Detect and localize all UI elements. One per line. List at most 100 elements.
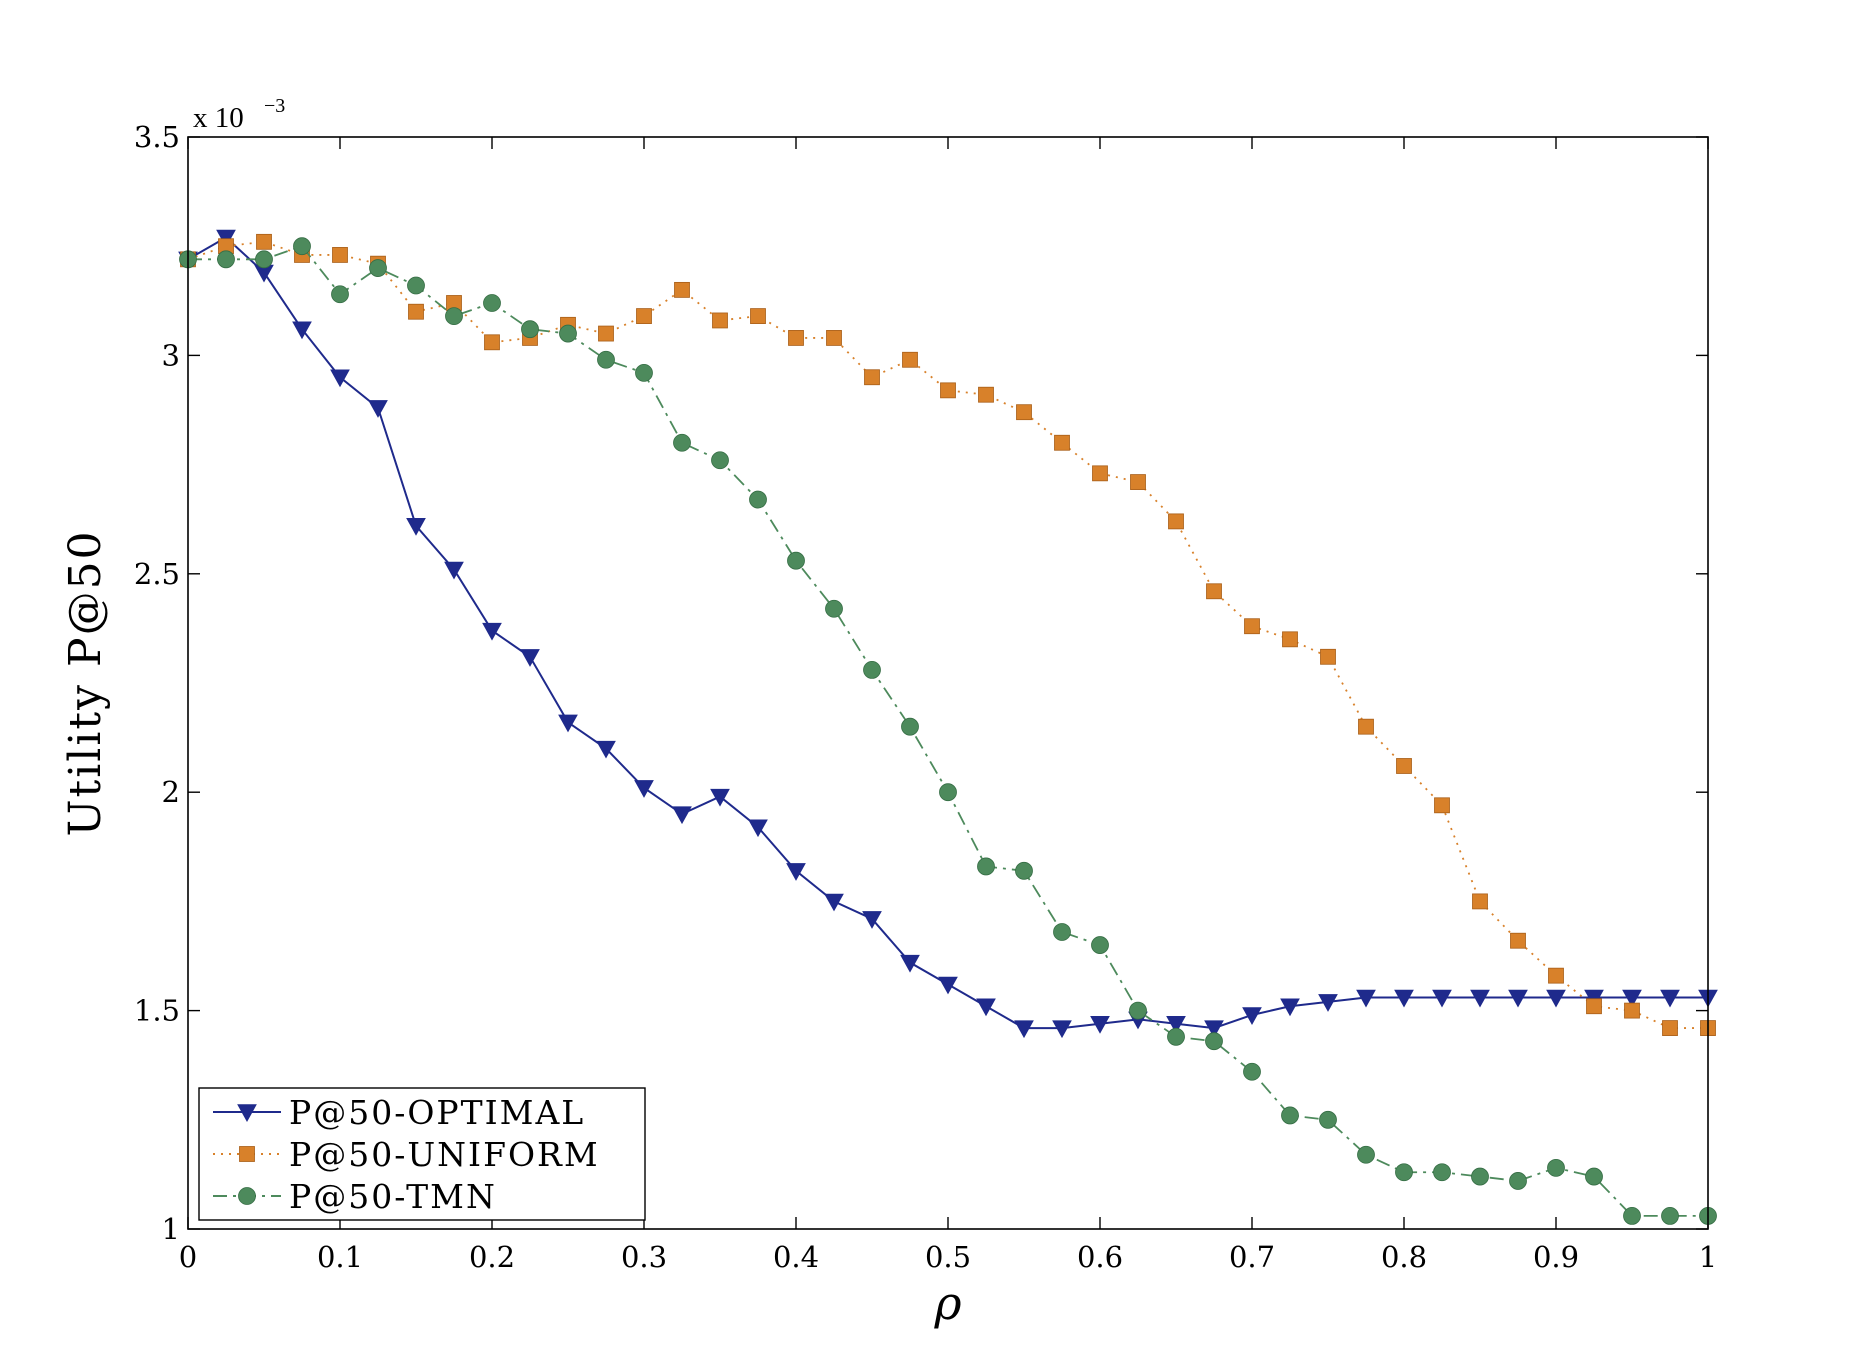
data-point bbox=[484, 334, 500, 351]
data-point bbox=[1661, 1206, 1679, 1225]
legend-box bbox=[198, 1087, 646, 1221]
series-line bbox=[187, 240, 1708, 1029]
x-tick-label: 0.7 bbox=[1229, 1240, 1275, 1274]
x-tick-label: 0.8 bbox=[1381, 1240, 1427, 1274]
data-point bbox=[976, 998, 996, 1017]
data-point bbox=[826, 330, 842, 346]
data-point bbox=[558, 714, 578, 733]
data-point bbox=[902, 351, 918, 368]
data-point bbox=[368, 400, 388, 418]
data-point bbox=[1243, 1062, 1261, 1081]
x-tick-label: 0.1 bbox=[317, 1240, 363, 1274]
data-point bbox=[1167, 1027, 1185, 1046]
data-point bbox=[1472, 893, 1488, 910]
legend-label: P@50-OPTIMAL bbox=[289, 1093, 585, 1132]
data-point bbox=[1205, 1032, 1223, 1051]
tick-labels: 0 0.1 0.2 0.3 0.4 0.5 0.6 0.7 0.8 0.9 1 1 1.5 2 2.5 3 3.… bbox=[134, 120, 1717, 1274]
data-point bbox=[559, 324, 577, 343]
legend-marker bbox=[237, 1104, 257, 1123]
data-point bbox=[1204, 1020, 1224, 1039]
series-p@50-tmn bbox=[179, 237, 1717, 1225]
data-point bbox=[1358, 718, 1374, 735]
data-point bbox=[824, 893, 844, 912]
data-point bbox=[674, 281, 690, 298]
data-point bbox=[1090, 1016, 1110, 1034]
data-point bbox=[900, 954, 920, 973]
x-tick-label: 0.3 bbox=[621, 1240, 667, 1274]
legend-marker bbox=[239, 1146, 255, 1162]
y-tick-label: 1 bbox=[162, 1212, 180, 1246]
data-point bbox=[1395, 1163, 1413, 1182]
data-point bbox=[482, 622, 502, 641]
data-point bbox=[1470, 989, 1490, 1008]
data-point bbox=[635, 363, 653, 382]
data-point bbox=[1168, 513, 1184, 530]
series-layer bbox=[178, 229, 1718, 1225]
data-point bbox=[1242, 1007, 1262, 1025]
plot-frame bbox=[187, 136, 1709, 1230]
y-tick-label: 2 bbox=[162, 775, 180, 809]
x-tick-label: 0.4 bbox=[773, 1240, 819, 1274]
data-point bbox=[1319, 1110, 1337, 1129]
data-point bbox=[1130, 474, 1146, 490]
data-point bbox=[598, 325, 614, 342]
data-point bbox=[673, 433, 691, 452]
legend-item: P@50-OPTIMAL bbox=[213, 1093, 585, 1132]
y-multiplier-exponent: −3 bbox=[264, 95, 285, 117]
data-point bbox=[1014, 1020, 1034, 1039]
data-point bbox=[292, 321, 312, 340]
data-point bbox=[408, 303, 424, 320]
data-point bbox=[256, 233, 272, 250]
data-point bbox=[712, 312, 728, 329]
data-point bbox=[1548, 967, 1564, 984]
y-multiplier-base: x 10 bbox=[193, 102, 244, 134]
legend-marker bbox=[238, 1187, 256, 1205]
data-point bbox=[1320, 648, 1336, 665]
data-point bbox=[1510, 932, 1526, 949]
data-point bbox=[483, 294, 501, 312]
data-point bbox=[864, 369, 880, 386]
x-tick-label: 1 bbox=[1699, 1240, 1717, 1274]
y-tick-label: 2.5 bbox=[134, 557, 180, 591]
data-point bbox=[1662, 1020, 1678, 1036]
data-point bbox=[444, 561, 464, 580]
data-point bbox=[1434, 797, 1450, 814]
data-point bbox=[1052, 1020, 1072, 1039]
data-point bbox=[748, 819, 768, 838]
y-tick-label: 3 bbox=[162, 338, 180, 372]
data-point bbox=[1244, 618, 1260, 635]
data-point bbox=[710, 788, 730, 807]
data-point bbox=[862, 911, 882, 929]
data-point bbox=[406, 518, 426, 536]
data-point bbox=[977, 857, 995, 876]
data-point bbox=[1586, 998, 1602, 1015]
data-point bbox=[1471, 1167, 1489, 1186]
legend-label: P@50-UNIFORM bbox=[289, 1135, 600, 1174]
data-point bbox=[407, 276, 425, 295]
legend-item: P@50-UNIFORM bbox=[213, 1135, 600, 1174]
data-point bbox=[1129, 1001, 1147, 1020]
data-point bbox=[1585, 1167, 1603, 1186]
data-point bbox=[1623, 1206, 1641, 1225]
data-point bbox=[1356, 989, 1376, 1008]
y-axis-multiplier: x 10 −3 bbox=[193, 95, 285, 134]
x-tick-label: 0.9 bbox=[1533, 1240, 1579, 1274]
data-point bbox=[1546, 989, 1566, 1008]
data-point bbox=[1206, 583, 1222, 600]
data-point bbox=[636, 308, 652, 324]
data-point bbox=[749, 490, 767, 509]
data-point bbox=[1432, 989, 1452, 1008]
data-point bbox=[863, 660, 881, 679]
data-point bbox=[520, 649, 540, 667]
data-point bbox=[788, 330, 804, 346]
data-point bbox=[255, 250, 273, 269]
data-point bbox=[1166, 1016, 1186, 1034]
data-point bbox=[597, 350, 615, 369]
legend-label: P@50-TMN bbox=[289, 1177, 497, 1216]
data-point bbox=[596, 740, 616, 759]
x-tick-label: 0 bbox=[179, 1240, 197, 1274]
data-point bbox=[1091, 936, 1109, 954]
data-point bbox=[369, 259, 387, 277]
y-tick-label: 3.5 bbox=[134, 120, 180, 154]
data-point bbox=[672, 806, 692, 825]
